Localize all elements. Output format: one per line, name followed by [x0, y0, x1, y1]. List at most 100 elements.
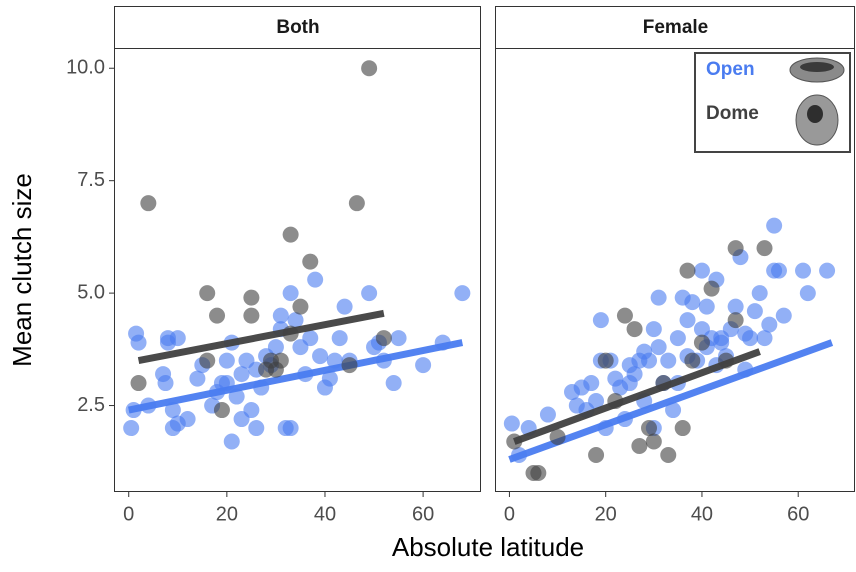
- point: [631, 438, 648, 455]
- point: [341, 357, 358, 374]
- point: [179, 411, 196, 428]
- point: [641, 420, 658, 437]
- point: [597, 352, 614, 369]
- point: [189, 370, 206, 387]
- point: [243, 289, 260, 306]
- point: [267, 339, 284, 356]
- point: [703, 280, 720, 297]
- y-axis-title: Mean clutch size: [7, 173, 37, 367]
- point: [641, 352, 658, 369]
- strip: [114, 6, 481, 49]
- panel-title: Female: [643, 17, 708, 38]
- point: [742, 330, 759, 347]
- point: [799, 285, 816, 302]
- x-tick-label: 20: [216, 503, 238, 525]
- point: [223, 433, 240, 450]
- x-tick-label: 20: [595, 503, 617, 525]
- point: [243, 307, 260, 324]
- point: [415, 357, 432, 374]
- point: [775, 307, 792, 324]
- point: [503, 415, 520, 432]
- trend-line: [128, 339, 464, 414]
- point: [588, 447, 605, 464]
- panel-border: [114, 48, 481, 492]
- trend-line: [513, 348, 761, 445]
- point: [375, 330, 392, 347]
- point: [660, 352, 677, 369]
- nest-open-cup: [800, 62, 834, 72]
- y-tick-label: 10.0: [66, 57, 105, 79]
- point: [336, 298, 353, 315]
- point: [282, 285, 299, 302]
- point: [616, 307, 633, 324]
- legend-label: Dome: [706, 103, 759, 124]
- point: [282, 420, 299, 437]
- point: [684, 294, 701, 311]
- point: [669, 330, 686, 347]
- point: [287, 312, 304, 329]
- point: [248, 420, 265, 437]
- point: [660, 447, 677, 464]
- point: [713, 330, 730, 347]
- point: [157, 375, 174, 392]
- point: [650, 339, 667, 356]
- point: [756, 240, 773, 257]
- point: [592, 312, 609, 329]
- point: [674, 420, 691, 437]
- point: [795, 262, 812, 279]
- point: [539, 406, 556, 423]
- point: [361, 285, 378, 302]
- point: [727, 312, 744, 329]
- point: [218, 352, 235, 369]
- point: [766, 217, 783, 234]
- point: [302, 330, 319, 347]
- panel-title: Both: [276, 17, 319, 38]
- point: [243, 402, 260, 419]
- point: [390, 330, 407, 347]
- x-axis-title: Absolute latitude: [392, 532, 584, 562]
- point: [454, 285, 471, 302]
- legend-icon: [795, 94, 839, 146]
- x-tick-label: 60: [412, 503, 434, 525]
- point: [650, 289, 667, 306]
- point: [272, 352, 289, 369]
- point: [693, 334, 710, 351]
- point: [679, 262, 696, 279]
- point: [549, 429, 566, 446]
- legend-icon: [789, 57, 845, 83]
- point: [746, 303, 763, 320]
- nest-dome-hole: [807, 105, 823, 123]
- point: [312, 348, 329, 365]
- point: [583, 375, 600, 392]
- x-tick-label: 60: [787, 503, 809, 525]
- x-tick-label: 0: [504, 503, 515, 525]
- point: [331, 330, 348, 347]
- point: [588, 393, 605, 410]
- point: [199, 352, 216, 369]
- point: [761, 316, 778, 333]
- point: [130, 334, 147, 351]
- x-tick-label: 40: [691, 503, 713, 525]
- point: [123, 420, 140, 437]
- point: [756, 330, 773, 347]
- point: [307, 271, 324, 288]
- point: [209, 307, 226, 324]
- trend-line: [137, 309, 385, 365]
- point: [348, 195, 365, 212]
- point: [258, 361, 275, 378]
- point: [292, 298, 309, 315]
- x-tick-label: 40: [314, 503, 336, 525]
- point: [684, 352, 701, 369]
- legend-label: Open: [706, 59, 755, 80]
- x-tick-label: 0: [123, 503, 134, 525]
- point: [698, 298, 715, 315]
- point: [665, 402, 682, 419]
- point: [645, 321, 662, 338]
- point: [164, 402, 181, 419]
- y-tick-label: 2.5: [77, 394, 105, 416]
- strip: [495, 6, 855, 49]
- point: [645, 433, 662, 450]
- point: [727, 240, 744, 257]
